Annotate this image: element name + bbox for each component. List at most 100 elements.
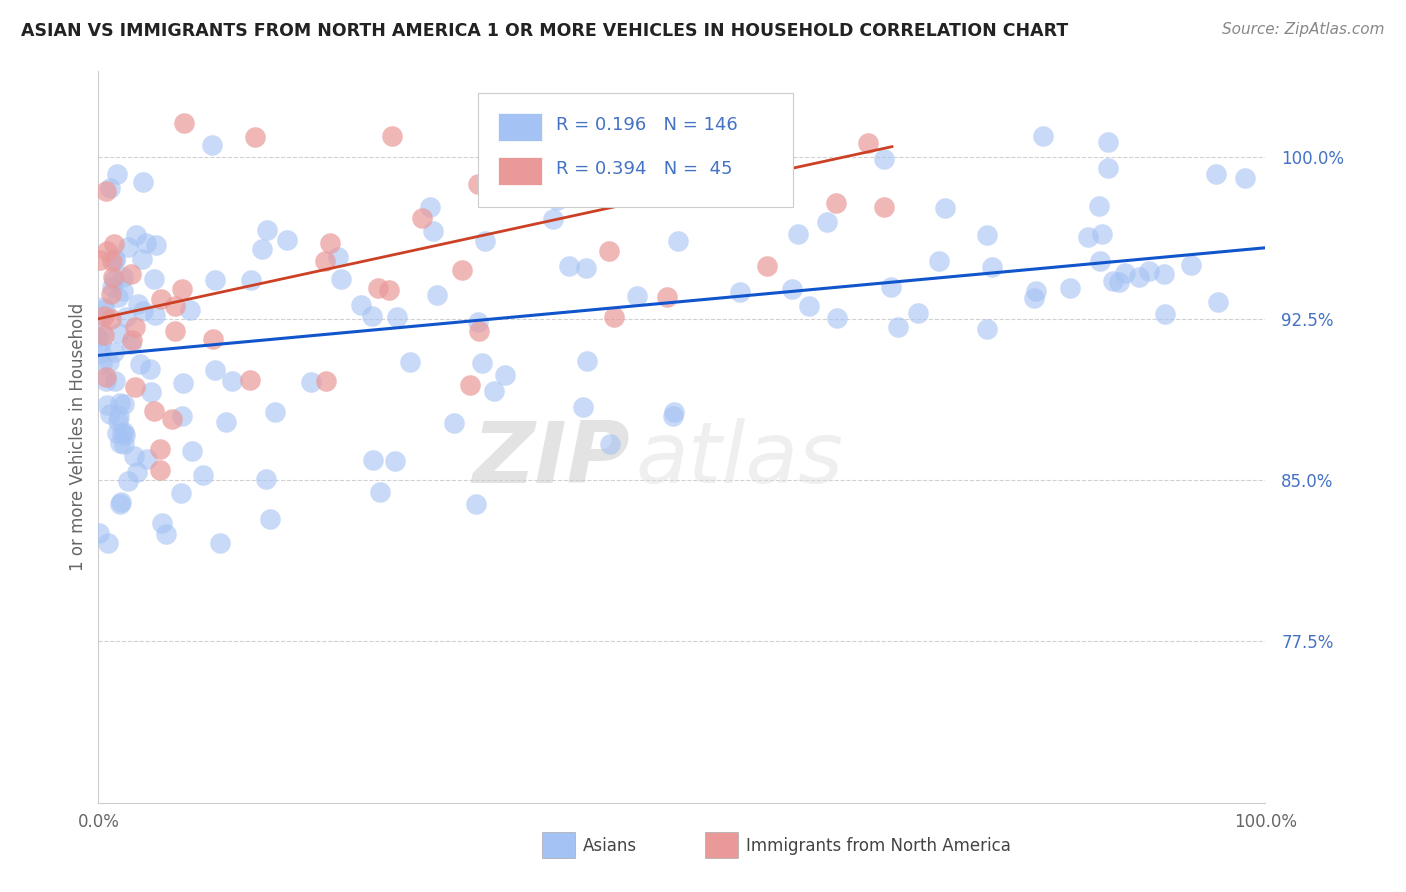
Point bbox=[443, 416, 465, 430]
Point bbox=[387, 310, 409, 324]
Point bbox=[93, 309, 115, 323]
Point bbox=[100, 279, 122, 293]
Point bbox=[467, 178, 489, 192]
Point bbox=[1024, 291, 1046, 305]
Point bbox=[873, 200, 896, 214]
Point bbox=[125, 228, 148, 243]
Point bbox=[1153, 267, 1175, 281]
Point bbox=[980, 260, 1002, 274]
Point bbox=[1234, 171, 1257, 186]
Point bbox=[1097, 161, 1119, 175]
Point bbox=[132, 304, 155, 318]
Point bbox=[367, 281, 389, 295]
Point bbox=[122, 449, 145, 463]
Point bbox=[1153, 307, 1175, 321]
Point bbox=[572, 400, 595, 414]
Point bbox=[111, 270, 134, 285]
Point bbox=[117, 240, 139, 254]
Point bbox=[172, 376, 194, 390]
Point bbox=[1097, 135, 1119, 149]
Point bbox=[276, 233, 298, 247]
Point bbox=[575, 354, 598, 368]
Point bbox=[886, 320, 908, 334]
Point bbox=[928, 253, 950, 268]
Point bbox=[872, 153, 894, 167]
Point bbox=[173, 116, 195, 130]
Point bbox=[96, 374, 118, 388]
Point bbox=[215, 415, 238, 429]
Bar bbox=[541, 832, 575, 858]
Point bbox=[201, 331, 224, 345]
Point bbox=[114, 437, 136, 451]
Point bbox=[494, 368, 516, 383]
Point bbox=[208, 536, 231, 550]
Point bbox=[114, 427, 136, 442]
Point bbox=[450, 263, 472, 277]
Point bbox=[1088, 199, 1111, 213]
Point bbox=[108, 436, 131, 450]
Point bbox=[239, 374, 262, 388]
Point bbox=[115, 310, 138, 324]
Point bbox=[149, 463, 172, 477]
Point bbox=[143, 404, 166, 418]
Point bbox=[100, 286, 122, 301]
Point bbox=[328, 250, 350, 264]
Point bbox=[664, 405, 686, 419]
Point bbox=[825, 195, 848, 210]
Point bbox=[319, 236, 342, 251]
Point bbox=[170, 485, 193, 500]
Point bbox=[378, 283, 401, 297]
Point bbox=[221, 374, 243, 388]
Point bbox=[384, 453, 406, 467]
Point bbox=[786, 227, 808, 241]
Point bbox=[110, 495, 132, 509]
Point bbox=[1114, 266, 1136, 280]
Point bbox=[250, 243, 273, 257]
Text: atlas: atlas bbox=[636, 417, 844, 500]
Point bbox=[465, 498, 488, 512]
Point bbox=[120, 267, 142, 281]
Point bbox=[204, 273, 226, 287]
Point bbox=[482, 384, 505, 398]
Text: Immigrants from North America: Immigrants from North America bbox=[747, 837, 1011, 855]
Point bbox=[90, 357, 112, 371]
Point bbox=[907, 306, 929, 320]
Point bbox=[1137, 264, 1160, 278]
Point bbox=[107, 414, 129, 428]
Point bbox=[120, 336, 142, 351]
Point bbox=[143, 272, 166, 286]
Point bbox=[314, 253, 336, 268]
Point bbox=[880, 280, 903, 294]
Point bbox=[93, 327, 115, 342]
Bar bbox=[498, 113, 541, 141]
Point bbox=[131, 252, 153, 266]
Point bbox=[655, 290, 678, 304]
Point bbox=[96, 184, 118, 198]
Point bbox=[799, 299, 821, 313]
Point bbox=[110, 396, 132, 410]
Point bbox=[780, 282, 803, 296]
Point bbox=[136, 452, 159, 467]
Point bbox=[89, 252, 111, 267]
Point bbox=[598, 244, 620, 258]
Point bbox=[111, 285, 134, 299]
Point bbox=[179, 302, 201, 317]
Point bbox=[121, 333, 143, 347]
Y-axis label: 1 or more Vehicles in Household: 1 or more Vehicles in Household bbox=[69, 303, 87, 571]
Point bbox=[603, 310, 626, 325]
Point bbox=[94, 301, 117, 316]
Point bbox=[112, 425, 135, 439]
Point bbox=[422, 224, 444, 238]
Point bbox=[626, 289, 648, 303]
Point bbox=[170, 282, 193, 296]
Point bbox=[381, 129, 404, 144]
Point bbox=[299, 375, 322, 389]
Point bbox=[471, 356, 494, 370]
Point bbox=[1025, 284, 1047, 298]
Point bbox=[243, 129, 266, 144]
Point bbox=[97, 536, 120, 550]
Point bbox=[165, 299, 187, 313]
Point bbox=[976, 322, 998, 336]
Point bbox=[256, 222, 278, 236]
Point bbox=[254, 472, 277, 486]
